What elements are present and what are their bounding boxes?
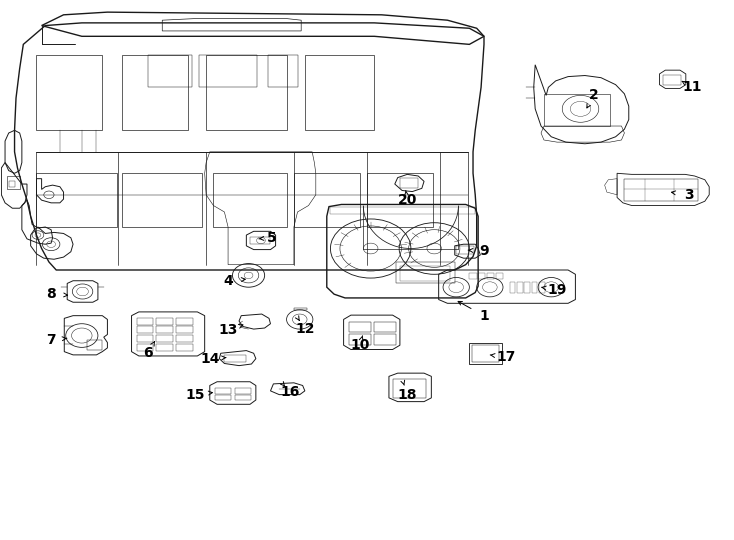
Bar (396, 262, 455, 284)
Text: 18: 18 (398, 388, 417, 402)
Bar (87, 340, 101, 349)
Bar (176, 343, 193, 350)
Bar (367, 173, 433, 227)
Bar (509, 282, 515, 293)
Bar (215, 395, 231, 400)
Text: 3: 3 (684, 188, 694, 202)
Bar (9, 181, 15, 187)
Bar (156, 318, 173, 325)
Bar (544, 94, 610, 126)
Text: 13: 13 (219, 323, 238, 337)
Text: 5: 5 (267, 231, 277, 245)
Bar (374, 322, 396, 332)
Text: 11: 11 (683, 80, 702, 94)
Text: 1: 1 (479, 309, 489, 323)
Text: 10: 10 (350, 338, 369, 352)
Bar (469, 342, 502, 364)
Bar (37, 173, 117, 227)
Bar (625, 179, 697, 201)
Text: 15: 15 (186, 388, 205, 402)
Bar (349, 322, 371, 332)
Text: 17: 17 (496, 350, 515, 364)
Bar (156, 343, 173, 350)
Text: 12: 12 (295, 322, 315, 336)
Text: 2: 2 (589, 89, 598, 103)
Bar (199, 55, 258, 87)
Bar (305, 55, 374, 130)
Bar (250, 237, 270, 244)
Text: 20: 20 (398, 193, 417, 207)
Bar (122, 55, 188, 130)
Bar (214, 173, 286, 227)
Bar (524, 282, 530, 293)
Bar (539, 282, 545, 293)
Bar (349, 334, 371, 345)
Bar (478, 273, 485, 279)
Bar (176, 318, 193, 325)
Bar (330, 207, 475, 214)
Bar (176, 335, 193, 342)
Text: 9: 9 (479, 244, 489, 258)
Bar (137, 318, 153, 325)
Bar (472, 345, 499, 362)
Bar (37, 55, 102, 130)
Bar (294, 173, 360, 227)
Bar (215, 388, 231, 394)
Bar (7, 176, 21, 190)
Text: 14: 14 (200, 352, 219, 366)
Text: 16: 16 (280, 386, 300, 400)
Bar (137, 326, 153, 333)
Bar (457, 246, 474, 254)
Bar (487, 273, 494, 279)
Bar (531, 282, 537, 293)
Bar (137, 335, 153, 342)
Bar (400, 266, 450, 281)
Text: 7: 7 (46, 333, 56, 347)
Bar (374, 334, 396, 345)
Bar (469, 273, 476, 279)
Bar (122, 173, 203, 227)
Bar (517, 282, 523, 293)
Text: 19: 19 (548, 283, 567, 297)
Text: 6: 6 (143, 346, 153, 360)
Bar (156, 326, 173, 333)
Bar (206, 55, 286, 130)
Bar (156, 335, 173, 342)
Bar (225, 355, 247, 362)
Bar (235, 388, 251, 394)
Bar (269, 55, 297, 87)
Bar (148, 55, 192, 87)
Bar (393, 379, 426, 398)
Text: 4: 4 (223, 274, 233, 288)
Bar (400, 178, 418, 188)
Text: 8: 8 (46, 287, 56, 301)
Bar (235, 395, 251, 400)
Bar (176, 326, 193, 333)
Bar (137, 343, 153, 350)
Bar (663, 75, 681, 85)
Bar (495, 273, 503, 279)
